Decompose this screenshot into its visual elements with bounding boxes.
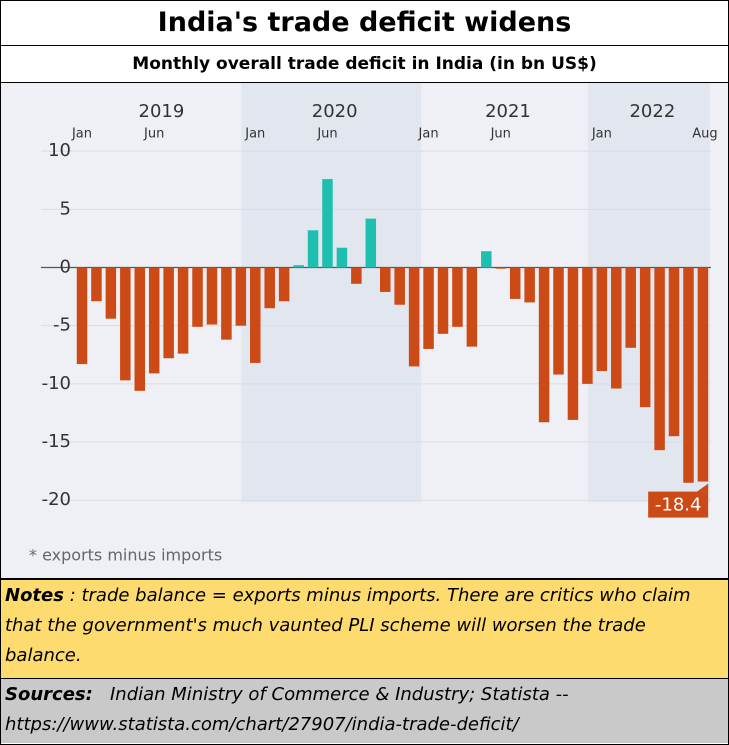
x-tick-label: Jan (591, 127, 612, 142)
bar (668, 267, 680, 437)
bar (582, 267, 593, 384)
y-tick-label: -15 (42, 431, 71, 452)
sources-label: Sources: (5, 684, 93, 705)
bar (91, 267, 102, 302)
bar (466, 267, 478, 347)
bar (567, 267, 579, 420)
y-tick-label: 0 (60, 257, 71, 278)
x-tick-label: Jan (244, 127, 265, 142)
bar (697, 267, 709, 482)
subtitle: Monthly overall trade deficit in India (… (1, 46, 728, 83)
bar (524, 267, 535, 303)
title: India's trade deficit widens (1, 1, 728, 46)
label-pointer (696, 483, 709, 492)
bar (423, 267, 434, 349)
bar (351, 267, 362, 284)
bar (307, 230, 319, 268)
bar (683, 267, 694, 483)
bar (495, 267, 507, 269)
bar (177, 267, 189, 354)
y-tick-label: -20 (42, 489, 71, 510)
bar (235, 267, 247, 326)
bar (76, 267, 88, 365)
y-tick-label: -10 (42, 373, 71, 394)
y-tick-label: -5 (53, 315, 71, 336)
bar (336, 247, 348, 268)
sources: Sources: Indian Ministry of Commerce & I… (1, 679, 728, 743)
bar (105, 267, 117, 319)
bar (553, 267, 564, 375)
x-tick-label: Jan (71, 127, 92, 142)
notes: Notes : trade balance = exports minus im… (1, 578, 728, 679)
label-box (648, 491, 709, 518)
notes-text: : trade balance = exports minus imports.… (5, 585, 691, 666)
bar (639, 267, 651, 408)
bar (134, 267, 146, 391)
year-label: 2022 (629, 101, 675, 122)
bar (365, 218, 377, 268)
bar (481, 251, 492, 268)
year-label: 2021 (485, 101, 531, 122)
chart: 2019 2020 2021 2022 10 5 0 -5 -10 -15 -20 Jan Jun Jan… (1, 83, 728, 578)
bar (264, 267, 275, 309)
bar (250, 267, 261, 363)
bar (163, 267, 174, 359)
bar (611, 267, 622, 389)
bar (379, 267, 391, 292)
bar (293, 265, 304, 268)
x-tick-label: Jun (490, 127, 511, 142)
bar (322, 179, 333, 268)
y-tick-label: 10 (48, 140, 71, 161)
notes-label: Notes (5, 585, 64, 606)
year-label: 2020 (312, 101, 358, 122)
bar (120, 267, 131, 381)
bar (596, 267, 608, 372)
bar (654, 267, 665, 451)
bar (538, 267, 550, 423)
bar (408, 267, 420, 367)
y-tick-label: 5 (60, 198, 71, 219)
x-tick-label: Jun (316, 127, 337, 142)
bar (394, 267, 405, 305)
bar (278, 267, 290, 302)
x-tick-label: Jan (418, 127, 439, 142)
data-label: -18.4 (655, 495, 702, 516)
sources-text: Indian Ministry of Commerce & Industry; … (5, 684, 575, 735)
year-label: 2019 (139, 101, 185, 122)
bar (625, 267, 636, 348)
bar (437, 267, 449, 334)
bar (452, 267, 463, 327)
bar (509, 267, 521, 299)
x-tick-label: Jun (143, 127, 164, 142)
bar (192, 267, 203, 327)
bar (221, 267, 232, 340)
bar (148, 267, 160, 374)
x-tick-label: Aug (692, 127, 717, 142)
bar (206, 267, 218, 325)
footnote: * exports minus imports (29, 546, 222, 565)
